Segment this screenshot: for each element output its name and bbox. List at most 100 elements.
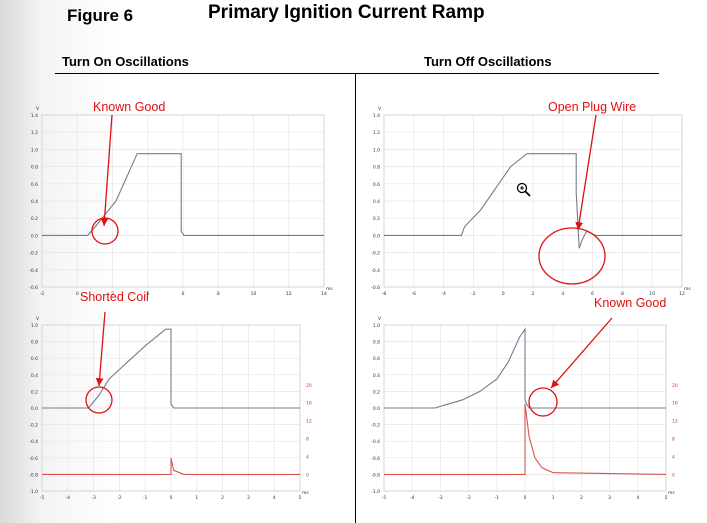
- right-heading-rule: [356, 73, 659, 74]
- x-tick-label: -3: [438, 495, 443, 501]
- y-tick-label: -0.2: [29, 251, 38, 257]
- arrow-shorted-coil: [95, 311, 106, 387]
- x-unit-label: ms: [668, 491, 675, 496]
- y2-tick-label: 12: [306, 419, 312, 425]
- y-tick-label: 1.4: [31, 113, 38, 119]
- y-tick-label: -0.6: [29, 285, 38, 291]
- y-tick-label: -0.8: [371, 472, 380, 478]
- y-tick-label: 1.2: [373, 130, 380, 136]
- y-tick-label: -0.2: [29, 423, 38, 429]
- x-unit-label: ms: [326, 287, 333, 292]
- y2-tick-label: 20: [672, 383, 678, 389]
- y-tick-label: -0.4: [29, 439, 38, 445]
- x-tick-label: -3: [91, 495, 96, 501]
- arrow-open-plug-wire: [575, 114, 597, 231]
- x-tick-label: -1: [143, 495, 148, 501]
- highlight-circle-open-plug-wire: [538, 227, 606, 285]
- x-tick-label: -1: [495, 495, 500, 501]
- y-tick-label: 0.4: [373, 373, 380, 379]
- y2-tick-label: 0: [672, 472, 675, 478]
- x-unit-label: ms: [302, 491, 309, 496]
- x-tick-label: 4: [636, 495, 639, 501]
- x-unit-label: ms: [684, 287, 691, 292]
- arrow-known-good-top: [100, 114, 113, 227]
- y-tick-label: 0.4: [31, 373, 38, 379]
- left-panel-heading: Turn On Oscillations: [62, 54, 189, 69]
- panel-divider: [355, 73, 356, 523]
- y-tick-label: -0.6: [29, 456, 38, 462]
- callout-open-plug-wire: Open Plug Wire: [548, 100, 637, 114]
- x-tick-label: 2: [532, 291, 535, 297]
- y-tick-label: -0.4: [371, 439, 380, 445]
- y-tick-label: 0.0: [31, 233, 38, 239]
- y-tick-label: 0.4: [31, 199, 38, 205]
- y-tick-label: 0.6: [31, 182, 38, 188]
- y2-tick-label: 12: [672, 419, 678, 425]
- x-tick-label: 0: [524, 495, 527, 501]
- x-tick-label: -8: [382, 291, 387, 297]
- x-tick-label: -6: [412, 291, 417, 297]
- y-unit-label: V: [378, 316, 382, 322]
- arrow-known-good-bottom: [550, 317, 613, 389]
- x-tick-label: 0: [502, 291, 505, 297]
- y-tick-label: 0.2: [373, 216, 380, 222]
- chart-top-left: 1.4 1.2 1.0 0.8 0.6 0.4 0.2 0.0 -0.2 -0.4 -0.6-2 0 2…: [29, 106, 333, 297]
- y-tick-label: 0.0: [373, 233, 380, 239]
- x-tick-label: 8: [621, 291, 624, 297]
- y-unit-label: V: [378, 106, 382, 112]
- y-tick-label: 1.0: [31, 147, 38, 153]
- y2-tick-label: 8: [672, 437, 675, 443]
- y-tick-label: 0.6: [31, 356, 38, 362]
- y-tick-label: 0.6: [373, 356, 380, 362]
- y2-tick-label: 8: [306, 437, 309, 443]
- plot-frame: [383, 114, 683, 288]
- zoom-cursor-icon: [516, 182, 531, 197]
- highlight-circle-known-good-bottom: [528, 387, 558, 417]
- y-tick-label: 0.2: [31, 216, 38, 222]
- y2-tick-label: 4: [672, 454, 675, 460]
- y-tick-label: 0.6: [373, 182, 380, 188]
- y-tick-label: 1.2: [31, 130, 38, 136]
- y-tick-label: 1.0: [31, 323, 38, 329]
- x-tick-label: 4: [561, 291, 564, 297]
- x-tick-label: 1: [195, 495, 198, 501]
- y-tick-label: 0.8: [31, 165, 38, 171]
- x-tick-label: 2: [111, 291, 114, 297]
- series-line: [384, 153, 682, 249]
- left-heading-rule: [55, 73, 355, 74]
- right-panel-heading: Turn Off Oscillations: [424, 54, 552, 69]
- callout-shorted-coil: Shorted Coil: [80, 290, 149, 304]
- series-line: [42, 457, 300, 475]
- callout-known-good-top: Known Good: [93, 100, 166, 114]
- y-tick-label: 1.4: [373, 113, 380, 119]
- callout-known-good-bottom: Known Good: [594, 296, 667, 310]
- x-tick-label: -5: [40, 495, 45, 501]
- figure-label: Figure 6: [67, 6, 134, 25]
- y2-tick-label: 16: [672, 401, 678, 407]
- page-title: Primary Ignition Current Ramp: [208, 2, 485, 23]
- y-tick-label: 0.0: [373, 406, 380, 412]
- x-tick-label: 4: [273, 495, 276, 501]
- y-tick-label: 0.2: [373, 389, 380, 395]
- series-line: [384, 327, 666, 409]
- x-tick-label: -4: [441, 291, 446, 297]
- x-tick-label: 4: [146, 291, 149, 297]
- x-tick-label: 3: [247, 495, 250, 501]
- x-tick-label: 2: [580, 495, 583, 501]
- y-tick-label: 0.8: [373, 340, 380, 346]
- x-tick-label: -2: [117, 495, 122, 501]
- y-unit-label: V: [36, 106, 40, 112]
- plot-frame: [41, 114, 325, 288]
- y2-tick-label: 4: [306, 454, 309, 460]
- series-line: [42, 328, 300, 409]
- y-tick-label: 0.8: [31, 340, 38, 346]
- highlight-circle-known-good-top: [91, 217, 119, 245]
- y-tick-label: -0.6: [371, 456, 380, 462]
- x-tick-label: -5: [382, 495, 387, 501]
- x-tick-label: -2: [466, 495, 471, 501]
- y-tick-label: 1.0: [373, 323, 380, 329]
- y-tick-label: -0.4: [371, 268, 380, 274]
- x-tick-label: 0: [170, 495, 173, 501]
- chart-bottom-left: 1.0 0.8 0.6 0.4 0.2 0.0 -0.2 -0.4 -0.6 -0.8 -1.0-5…: [29, 316, 312, 501]
